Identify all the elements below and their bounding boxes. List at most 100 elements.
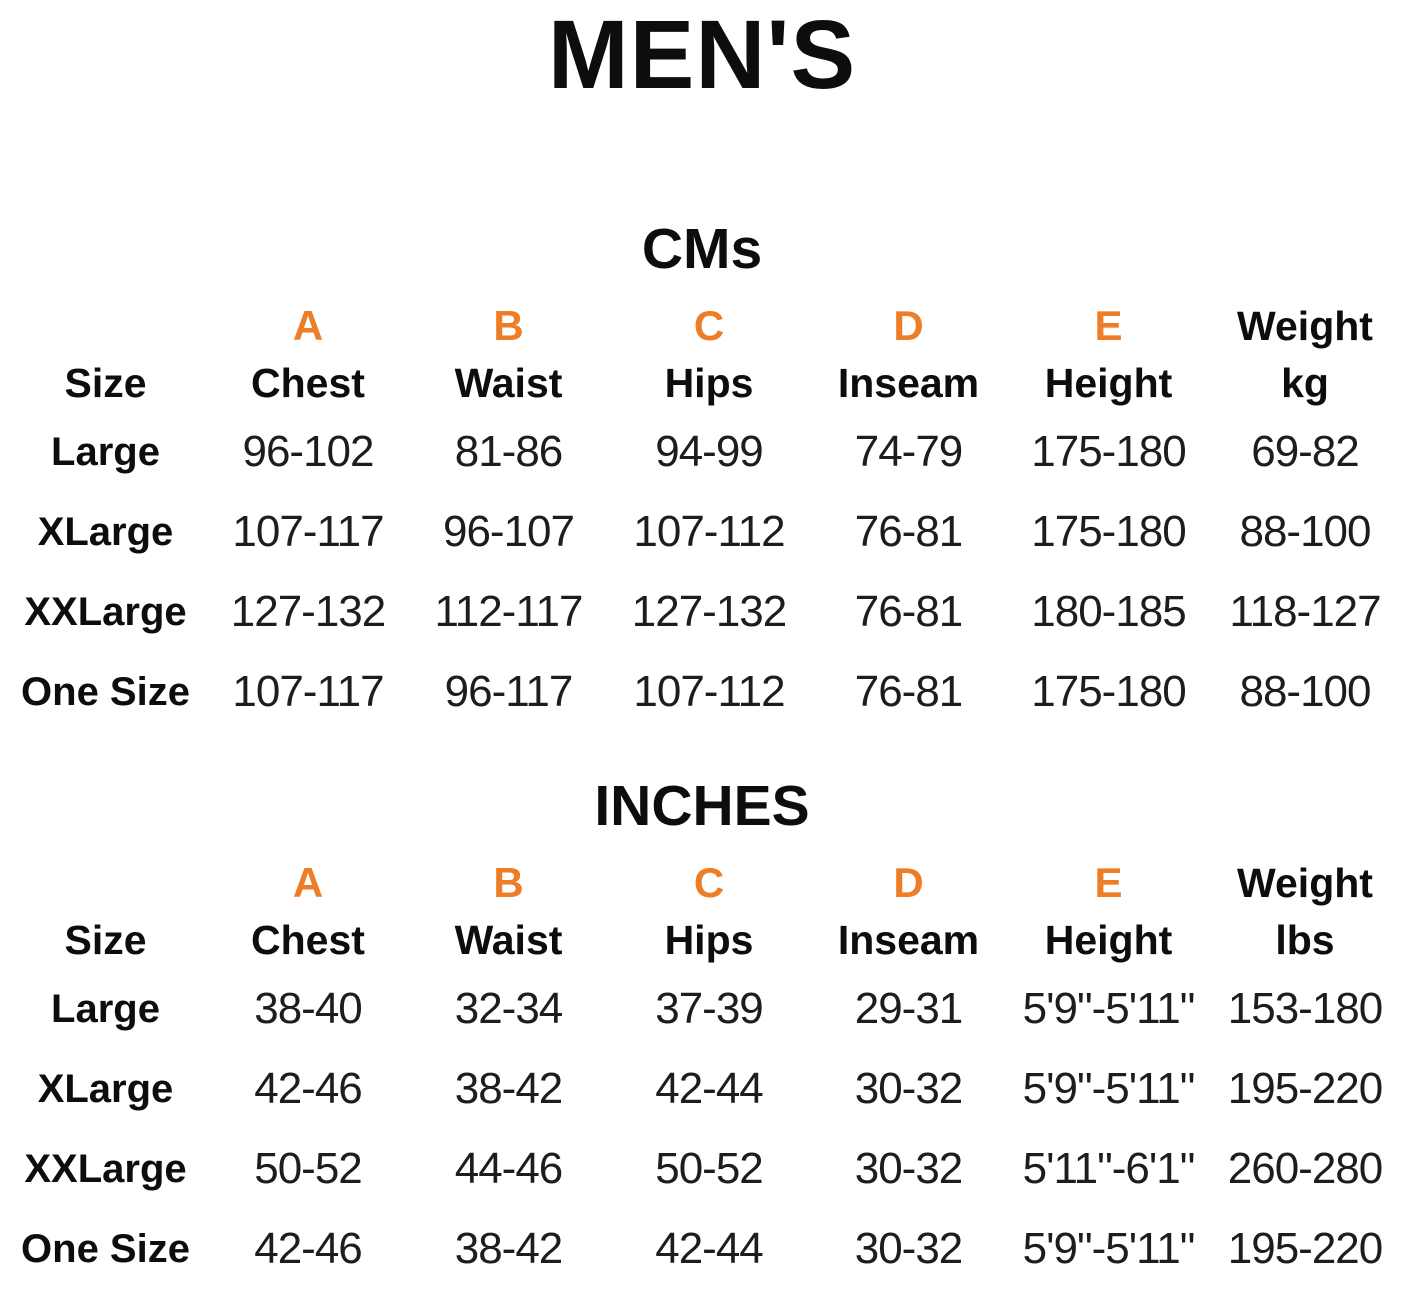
- value-cell: 96-107: [442, 507, 575, 556]
- value-cell: 38-42: [454, 1064, 564, 1113]
- column-label-waist: Waist: [454, 359, 563, 406]
- value-cell: 5'9"-5'11": [1022, 1224, 1196, 1273]
- size-label: Large: [51, 429, 160, 474]
- value-cell: 38-42: [454, 1224, 564, 1273]
- measure-letter-a: A: [292, 302, 324, 349]
- column-label-hips: Hips: [664, 359, 754, 406]
- measure-letter-c: C: [693, 859, 725, 906]
- value-cell: 50-52: [254, 1144, 363, 1193]
- section-title-inches: INCHES: [594, 774, 810, 838]
- measure-letter-d: D: [893, 859, 924, 906]
- measure-letter-e: E: [1094, 302, 1123, 349]
- value-cell: 175-180: [1031, 427, 1186, 476]
- column-label-inseam: Inseam: [837, 359, 980, 406]
- value-cell: 29-31: [854, 984, 964, 1033]
- column-label-size: Size: [64, 916, 147, 963]
- value-cell: 96-102: [242, 427, 374, 476]
- size-label: XXLarge: [24, 1146, 187, 1191]
- value-cell: 96-117: [444, 667, 574, 716]
- column-label-inseam: Inseam: [837, 916, 980, 963]
- size-label: XXLarge: [24, 589, 187, 634]
- column-label-height: Height: [1044, 359, 1173, 406]
- column-label-lbs: lbs: [1275, 916, 1335, 963]
- value-cell: 127-132: [631, 587, 787, 636]
- value-cell: 88-100: [1239, 507, 1371, 556]
- table-row: XLarge 107-117 96-107 107-112 76-81 175-180 88…: [3, 492, 1401, 572]
- value-cell: 42-46: [254, 1064, 363, 1113]
- inches-size-table: A B C D E Weight Size Chest Waist Hips Inseam Heigh…: [3, 847, 1401, 1289]
- value-cell: 195-220: [1227, 1224, 1383, 1273]
- value-cell: 118-127: [1229, 587, 1381, 636]
- measure-letter-b: B: [493, 859, 524, 906]
- size-label: Large: [51, 986, 160, 1031]
- measure-letter-a: A: [292, 859, 324, 906]
- value-cell: 107-117: [232, 507, 384, 556]
- value-cell: 42-46: [254, 1224, 363, 1273]
- value-cell: 88-100: [1239, 667, 1371, 716]
- table-row: XXLarge 127-132 112-117 127-132 76-81 180-185…: [3, 572, 1401, 652]
- table-row: Large 96-102 81-86 94-99 74-79 175-180 69-82: [3, 412, 1401, 492]
- column-label-kg: kg: [1281, 359, 1329, 406]
- value-cell: 30-32: [854, 1224, 964, 1273]
- value-cell: 195-220: [1227, 1064, 1383, 1113]
- value-cell: 180-185: [1031, 587, 1186, 636]
- measure-letter-c: C: [693, 302, 725, 349]
- table-row: XLarge 42-46 38-42 42-44 30-32 5'9"-5'11" 195-…: [3, 1049, 1401, 1129]
- value-cell: 260-280: [1227, 1144, 1383, 1193]
- value-cell: 81-86: [454, 427, 564, 476]
- column-label-chest: Chest: [251, 359, 365, 406]
- value-cell: 76-81: [854, 667, 964, 716]
- value-cell: 30-32: [854, 1064, 964, 1113]
- value-cell: 5'9"-5'11": [1022, 1064, 1196, 1113]
- weight-header: Weight: [1237, 860, 1373, 906]
- size-label: One Size: [21, 1226, 190, 1271]
- value-cell: 127-132: [230, 587, 386, 636]
- table-row: One Size 107-117 96-117 107-112 76-81 175-180…: [3, 652, 1401, 732]
- size-label: One Size: [21, 669, 190, 714]
- value-cell: 37-39: [655, 984, 764, 1033]
- value-cell: 5'11"-6'1": [1022, 1144, 1196, 1193]
- column-label-waist: Waist: [454, 916, 563, 963]
- size-label: XLarge: [37, 1066, 174, 1111]
- value-cell: 175-180: [1031, 507, 1186, 556]
- corner-spacer: [3, 290, 208, 354]
- value-cell: 76-81: [854, 587, 964, 636]
- value-cell: 107-112: [633, 507, 785, 556]
- value-cell: 153-180: [1227, 984, 1383, 1033]
- value-cell: 38-40: [254, 984, 363, 1033]
- table-row: Large 38-40 32-34 37-39 29-31 5'9"-5'11" 153-1…: [3, 969, 1401, 1049]
- section-title-cms: CMs: [641, 217, 763, 281]
- value-cell: 50-52: [655, 1144, 764, 1193]
- measure-letter-b: B: [493, 302, 524, 349]
- column-label-hips: Hips: [664, 916, 754, 963]
- measure-letter-d: D: [893, 302, 924, 349]
- inches-section: INCHES A B C D E Weight Size Chest Waist Hips Inse…: [0, 778, 1404, 1289]
- value-cell: 42-44: [655, 1224, 764, 1273]
- value-cell: 107-117: [232, 667, 384, 716]
- table-row: XXLarge 50-52 44-46 50-52 30-32 5'11"-6'1" 260…: [3, 1129, 1401, 1209]
- value-cell: 69-82: [1251, 427, 1360, 476]
- value-cell: 30-32: [854, 1144, 964, 1193]
- cms-size-table: A B C D E Weight Size Chest Waist Hips Inseam Heigh…: [3, 290, 1401, 732]
- value-cell: 44-46: [454, 1144, 564, 1193]
- value-cell: 175-180: [1031, 667, 1186, 716]
- corner-spacer: [3, 847, 208, 911]
- value-cell: 32-34: [454, 984, 564, 1033]
- value-cell: 94-99: [655, 427, 764, 476]
- value-cell: 107-112: [633, 667, 785, 716]
- value-cell: 5'9"-5'11": [1022, 984, 1196, 1033]
- column-label-chest: Chest: [251, 916, 365, 963]
- column-label-height: Height: [1044, 916, 1173, 963]
- weight-header: Weight: [1237, 303, 1373, 349]
- value-cell: 74-79: [854, 427, 964, 476]
- page-title: MEN'S: [547, 0, 857, 109]
- value-cell: 76-81: [854, 507, 964, 556]
- value-cell: 42-44: [655, 1064, 764, 1113]
- size-label: XLarge: [37, 509, 174, 554]
- column-label-size: Size: [64, 359, 147, 406]
- table-row: One Size 42-46 38-42 42-44 30-32 5'9"-5'11" 19…: [3, 1209, 1401, 1289]
- cms-section: CMs A B C D E Weight Size Chest Waist Hips Inseam H…: [0, 221, 1404, 732]
- value-cell: 112-117: [434, 587, 584, 636]
- measure-letter-e: E: [1094, 859, 1123, 906]
